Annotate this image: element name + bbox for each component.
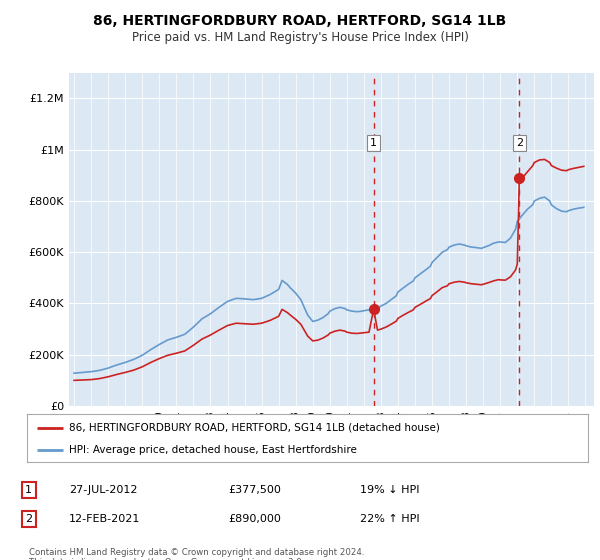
Text: 2: 2: [516, 138, 523, 148]
Text: 86, HERTINGFORDBURY ROAD, HERTFORD, SG14 1LB (detached house): 86, HERTINGFORDBURY ROAD, HERTFORD, SG14…: [69, 423, 440, 433]
Text: 22% ↑ HPI: 22% ↑ HPI: [360, 514, 419, 524]
Text: £377,500: £377,500: [228, 485, 281, 495]
Text: £890,000: £890,000: [228, 514, 281, 524]
Text: 86, HERTINGFORDBURY ROAD, HERTFORD, SG14 1LB: 86, HERTINGFORDBURY ROAD, HERTFORD, SG14…: [94, 14, 506, 28]
Text: 1: 1: [25, 485, 32, 495]
Text: HPI: Average price, detached house, East Hertfordshire: HPI: Average price, detached house, East…: [69, 445, 357, 455]
Text: Contains HM Land Registry data © Crown copyright and database right 2024.
This d: Contains HM Land Registry data © Crown c…: [29, 548, 364, 560]
Text: 27-JUL-2012: 27-JUL-2012: [69, 485, 137, 495]
Text: 12-FEB-2021: 12-FEB-2021: [69, 514, 140, 524]
Text: Price paid vs. HM Land Registry's House Price Index (HPI): Price paid vs. HM Land Registry's House …: [131, 31, 469, 44]
Text: 1: 1: [370, 138, 377, 148]
Text: 19% ↓ HPI: 19% ↓ HPI: [360, 485, 419, 495]
Text: 2: 2: [25, 514, 32, 524]
